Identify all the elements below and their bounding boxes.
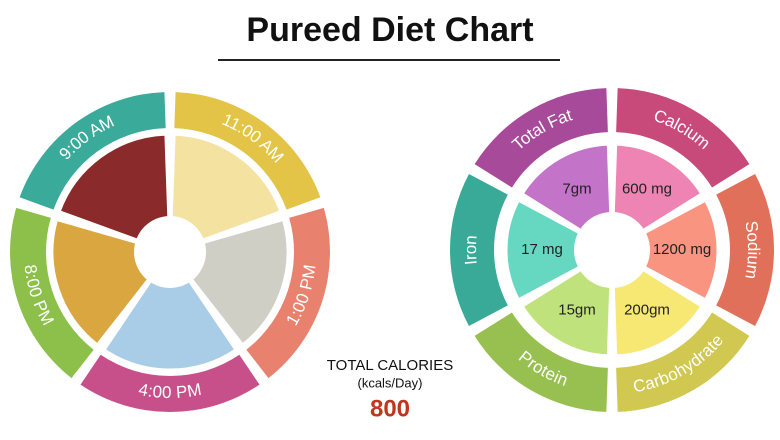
nutrient-segment (474, 88, 608, 188)
meal-segment (246, 207, 330, 379)
food-image (168, 132, 283, 255)
nutrient-value: 600 mg (622, 180, 672, 197)
nutrient-value: 1200 mg (653, 241, 711, 258)
nutrient-segment (450, 173, 508, 327)
nutrient-wedge (608, 198, 720, 302)
meal-segment (19, 92, 166, 210)
nutrient-label: Sodium (741, 220, 763, 281)
nutrient-wedge (504, 198, 616, 302)
nutrient-segment (716, 173, 774, 327)
title: Pureed Diet Chart (246, 11, 533, 49)
meal-label: 4:00 PM (137, 380, 203, 402)
hub (574, 212, 650, 288)
meal-segment (80, 354, 260, 413)
nutrient-value: 15gm (558, 302, 596, 319)
calories-label: TOTAL CALORIES (327, 357, 453, 374)
nutrient-value: 7gm (562, 180, 591, 197)
nutrient-segment (616, 88, 750, 188)
nutrient-label-text: Iron (461, 235, 481, 266)
nutrient-value: 17 mg (521, 241, 563, 258)
nutrient-label: Iron (461, 235, 481, 266)
calories-value: 800 (370, 395, 410, 422)
nutrient-value: 200gm (624, 302, 670, 319)
meal-segment (9, 207, 94, 379)
nutrient-segment (474, 312, 608, 412)
nutrient-label-text: Sodium (741, 220, 763, 281)
meal-label-text: 4:00 PM (137, 380, 203, 402)
calories-unit: (kcals/Day) (357, 375, 422, 390)
nutrient-segment (616, 312, 750, 412)
hub (134, 216, 206, 288)
meal-segment (174, 92, 321, 210)
food-image (101, 249, 239, 372)
food-image (57, 132, 172, 255)
